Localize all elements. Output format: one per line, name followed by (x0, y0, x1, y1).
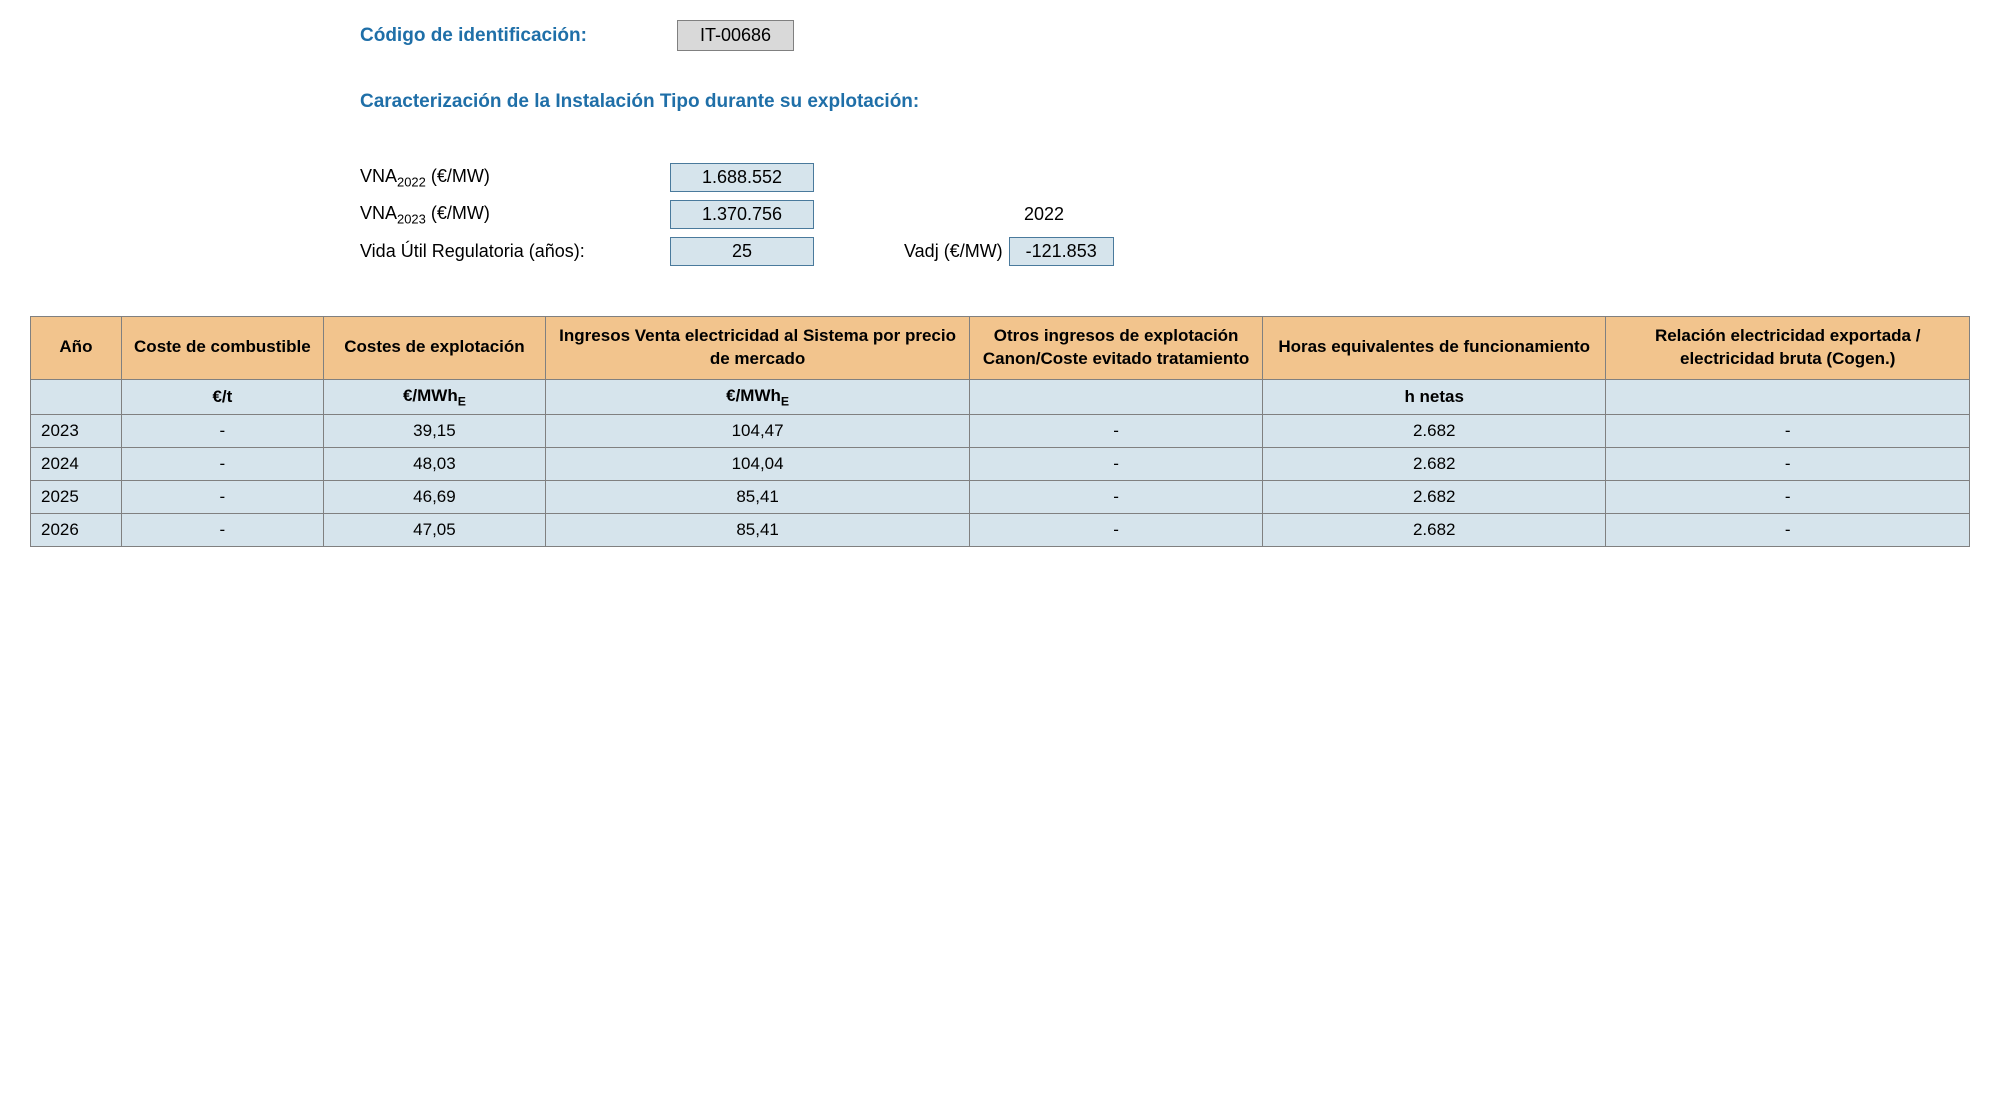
cell-otros-ingresos: - (970, 481, 1263, 514)
cell-relacion: - (1606, 415, 1970, 448)
reference-year: 2022 (1024, 204, 1064, 225)
cell-relacion: - (1606, 448, 1970, 481)
vna2022-label: VNA2022 (€/MW) (360, 166, 670, 190)
cell-horas: 2.682 (1263, 448, 1606, 481)
vida-row: Vida Útil Regulatoria (años): 25 Vadj (€… (360, 237, 1970, 266)
unit-ingresos-venta-sub: E (781, 394, 789, 408)
vna2022-row: VNA2022 (€/MW) 1.688.552 (360, 163, 1970, 192)
cell-costes-explotacion: 39,15 (323, 415, 545, 448)
cell-horas: 2.682 (1263, 514, 1606, 547)
cell-otros-ingresos: - (970, 415, 1263, 448)
vna2022-label-sub: 2022 (397, 174, 426, 189)
cell-costes-explotacion: 48,03 (323, 448, 545, 481)
th-ano: Año (31, 317, 122, 380)
cell-costes-explotacion: 47,05 (323, 514, 545, 547)
cell-ano: 2026 (31, 514, 122, 547)
vna2023-value: 1.370.756 (670, 200, 814, 229)
cell-coste-combustible: - (121, 514, 323, 547)
th-costes-explotacion: Costes de explotación (323, 317, 545, 380)
vna2023-label-suffix: (€/MW) (426, 203, 490, 223)
unit-otros-ingresos (970, 379, 1263, 414)
unit-relacion (1606, 379, 1970, 414)
cell-horas: 2.682 (1263, 481, 1606, 514)
unit-ano (31, 379, 122, 414)
cell-coste-combustible: - (121, 481, 323, 514)
vadj-value: -121.853 (1009, 237, 1114, 266)
cell-coste-combustible: - (121, 415, 323, 448)
vna2023-label: VNA2023 (€/MW) (360, 203, 670, 227)
cell-ano: 2023 (31, 415, 122, 448)
vida-value: 25 (670, 237, 814, 266)
table-row: 2023-39,15104,47-2.682- (31, 415, 1970, 448)
table-header-row: Año Coste de combustible Costes de explo… (31, 317, 1970, 380)
cell-ano: 2024 (31, 448, 122, 481)
unit-ingresos-venta-prefix: €/MWh (726, 386, 781, 405)
unit-costes-explotacion: €/MWhE (323, 379, 545, 414)
cell-ingresos-venta: 85,41 (546, 481, 970, 514)
table-units-row: €/t €/MWhE €/MWhE h netas (31, 379, 1970, 414)
cell-coste-combustible: - (121, 448, 323, 481)
cell-otros-ingresos: - (970, 448, 1263, 481)
unit-costes-explotacion-sub: E (458, 394, 466, 408)
identification-row: Código de identificación: IT-00686 (360, 20, 1970, 51)
cell-ingresos-venta: 104,04 (546, 448, 970, 481)
vna2022-label-suffix: (€/MW) (426, 166, 490, 186)
cell-otros-ingresos: - (970, 514, 1263, 547)
th-ingresos-venta: Ingresos Venta electricidad al Sistema p… (546, 317, 970, 380)
cell-relacion: - (1606, 481, 1970, 514)
data-table: Año Coste de combustible Costes de explo… (30, 316, 1970, 547)
cell-costes-explotacion: 46,69 (323, 481, 545, 514)
table-row: 2025-46,6985,41-2.682- (31, 481, 1970, 514)
unit-coste-combustible: €/t (121, 379, 323, 414)
vna2022-label-prefix: VNA (360, 166, 397, 186)
vida-label: Vida Útil Regulatoria (años): (360, 241, 670, 262)
identification-value: IT-00686 (677, 20, 794, 51)
identification-label: Código de identificación: (360, 25, 587, 47)
vadj-label: Vadj (€/MW) (904, 241, 1003, 262)
section-title: Caracterización de la Instalación Tipo d… (360, 91, 1970, 113)
table-body: €/t €/MWhE €/MWhE h netas 2023-39,15104,… (31, 379, 1970, 546)
vna2023-row: VNA2023 (€/MW) 1.370.756 2022 (360, 200, 1970, 229)
vna2023-label-prefix: VNA (360, 203, 397, 223)
cell-ano: 2025 (31, 481, 122, 514)
unit-horas: h netas (1263, 379, 1606, 414)
table-row: 2024-48,03104,04-2.682- (31, 448, 1970, 481)
vna2023-label-sub: 2023 (397, 211, 426, 226)
unit-ingresos-venta: €/MWhE (546, 379, 970, 414)
th-coste-combustible: Coste de combustible (121, 317, 323, 380)
cell-ingresos-venta: 85,41 (546, 514, 970, 547)
unit-costes-explotacion-prefix: €/MWh (403, 386, 458, 405)
parameters-block: VNA2022 (€/MW) 1.688.552 VNA2023 (€/MW) … (360, 163, 1970, 266)
cell-ingresos-venta: 104,47 (546, 415, 970, 448)
vna2022-value: 1.688.552 (670, 163, 814, 192)
cell-horas: 2.682 (1263, 415, 1606, 448)
th-relacion: Relación electricidad exportada / electr… (1606, 317, 1970, 380)
th-otros-ingresos: Otros ingresos de explotación Canon/Cost… (970, 317, 1263, 380)
th-horas: Horas equivalentes de funcionamiento (1263, 317, 1606, 380)
cell-relacion: - (1606, 514, 1970, 547)
table-row: 2026-47,0585,41-2.682- (31, 514, 1970, 547)
